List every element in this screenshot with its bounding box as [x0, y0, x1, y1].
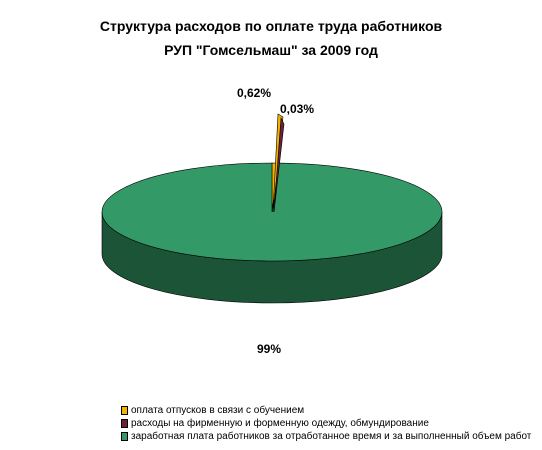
legend-label: заработная плата работников за отработан…	[131, 431, 532, 442]
legend-item: оплата отпусков в связи с обучением	[121, 404, 531, 417]
chart-subtitle: РУП "Гомсельмаш" за 2009 год	[164, 42, 378, 58]
legend-item: заработная плата работников за отработан…	[121, 430, 531, 443]
data-label-slice-2: 99%	[257, 342, 281, 356]
data-label-slice-0: 0,62%	[237, 86, 271, 100]
data-label-slice-1: 0,03%	[280, 102, 314, 116]
legend-swatch-1	[121, 419, 128, 428]
legend-swatch-0	[121, 406, 128, 415]
chart-title-block: Структура расходов по оплате труда работ…	[0, 14, 542, 62]
chart-title: Структура расходов по оплате труда работ…	[99, 18, 443, 34]
legend-label: оплата отпусков в связи с обучением	[131, 405, 305, 416]
chart-legend: оплата отпусков в связи с обучением расх…	[121, 404, 531, 443]
legend-label: расходы на фирменную и форменную одежду,…	[131, 418, 429, 429]
pie-sliver-1	[273, 116, 285, 213]
legend-item: расходы на фирменную и форменную одежду,…	[121, 417, 531, 430]
pie-slice-2	[101, 162, 443, 262]
legend-swatch-2	[121, 432, 128, 441]
